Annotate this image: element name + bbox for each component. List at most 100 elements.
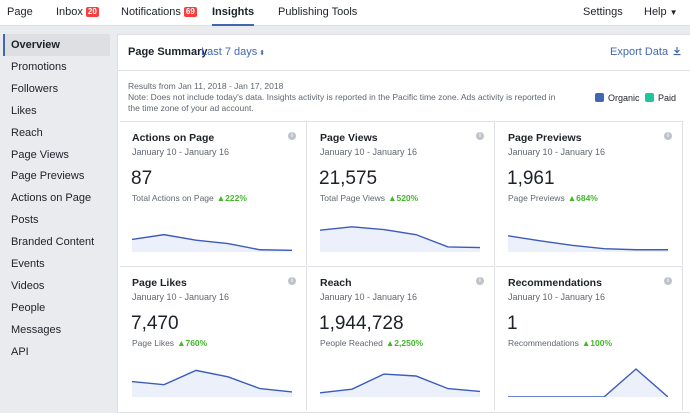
info-icon[interactable]: i [476,132,484,140]
sidebar-item-videos[interactable]: Videos [11,279,45,292]
sidebar-item-actions-on-page[interactable]: Actions on Page [11,192,92,205]
info-icon[interactable]: i [664,132,672,140]
card-date-range: January 10 - January 16 [508,292,606,302]
trend-sparkline [508,235,668,252]
inbox-count-badge: 20 [85,7,99,17]
card-subtitle-label: Page Likes [132,338,175,348]
card-subtitle: Page Likes ▲760% [132,338,207,348]
trend-line [320,226,480,249]
results-range: Results from Jan 11, 2018 - Jan 17, 2018 [128,81,284,91]
card-change-badge: ▲684% [567,193,598,203]
tab-page[interactable]: Page [7,6,33,18]
sidebar-item-page-views[interactable]: Page Views [11,148,69,161]
legend-organic: Organic [595,93,640,103]
sidebar-item-events[interactable]: Events [11,258,45,270]
sidebar-item-posts[interactable]: Posts [11,214,39,227]
trend-area [132,234,292,252]
card-date-range: January 10 - January 16 [132,292,230,302]
card-date-range: January 10 - January 16 [132,147,230,157]
sidebar-item-likes[interactable]: Likes [11,104,37,117]
card-value: 1,961 [507,168,555,189]
period-selector[interactable]: Last 7 days ⬍ [201,46,265,58]
info-icon[interactable]: i [288,132,296,140]
card-change-badge: ▲100% [581,338,613,348]
card-date-range: January 10 - January 16 [320,292,418,302]
sidebar-item-promotions[interactable]: Promotions [11,60,67,73]
help-label: Help [644,6,667,18]
card-title: Page Views [320,132,378,144]
card-date-range: January 10 - January 16 [508,147,606,157]
export-data-button[interactable]: Export Data [610,46,682,58]
trend-line [320,373,480,394]
info-icon[interactable]: i [288,277,296,285]
trend-sparkline [508,368,668,397]
trend-line [132,369,292,393]
page-summary-panel: Page Summary Last 7 days ⬍ Export Data Re… [117,34,690,413]
paid-swatch [645,93,654,102]
card-value: 7,470 [131,313,179,334]
sidebar-item-branded-content[interactable]: Branded Content [11,236,95,249]
card-title: Page Likes [132,277,187,289]
summary-header: Page Summary Last 7 days ⬍ Export Data [118,35,690,71]
trend-area [320,226,480,252]
card-subtitle-label: Total Page Views [320,193,386,203]
card-value: 87 [131,168,153,189]
sidebar-item-overview[interactable]: Overview [3,34,110,56]
sidebar-item-page-previews[interactable]: Page Previews [11,170,85,183]
trend-line [508,368,668,397]
tab-notifications-label: Notifications [121,6,181,18]
sidebar-item-reach[interactable]: Reach [11,126,43,139]
tab-inbox[interactable]: Inbox 20 [56,0,99,26]
download-icon [673,47,681,56]
metric-card-page-views[interactable]: Page Views i January 10 - January 16 21,575… [308,121,495,265]
trend-area [320,374,480,397]
page-title: Page Summary [128,46,208,58]
sidebar-item-people[interactable]: People [11,301,46,314]
sidebar-item-followers[interactable]: Followers [11,82,59,95]
organic-swatch [595,93,604,102]
sidebar: Overview Promotions Followers Likes Reach Pag… [0,26,117,413]
settings-link[interactable]: Settings [583,6,623,18]
sidebar-item-api[interactable]: API [11,345,29,358]
trend-area [508,369,668,397]
card-title: Recommendations [508,277,602,289]
export-label: Export Data [610,46,669,58]
card-change-badge: ▲520% [388,193,419,203]
trend-line [508,235,668,251]
trend-area [132,370,292,397]
metric-card-page-likes[interactable]: Page Likes i January 10 - January 16 7,470 P… [120,266,307,410]
metric-card-actions-on-page[interactable]: Actions on Page i January 10 - January 16 8… [120,121,307,265]
card-change-badge: ▲2,250% [385,338,424,348]
card-subtitle: Total Page Views ▲520% [320,193,418,203]
card-value: 1 [507,313,518,334]
tab-insights[interactable]: Insights [212,0,255,26]
legend-paid: Paid [645,93,676,103]
card-subtitle: Page Previews ▲684% [508,193,598,203]
card-value: 21,575 [319,168,378,189]
tab-notifications[interactable]: Notifications 69 [121,0,197,26]
tab-publishing-tools[interactable]: Publishing Tools [278,6,358,18]
legend-organic-label: Organic [608,93,640,103]
trend-area [508,235,668,252]
help-menu[interactable]: Help ▼ [644,0,678,26]
card-subtitle: Recommendations ▲100% [508,338,612,348]
top-navigation: Page Inbox 20 Notifications 69 Insights Pu… [0,0,690,26]
metric-card-reach[interactable]: Reach i January 10 - January 16 1,944,728 Pe… [308,266,495,410]
card-subtitle: People Reached ▲2,250% [320,338,423,348]
sidebar-item-messages[interactable]: Messages [11,323,62,336]
card-subtitle-label: People Reached [320,338,383,348]
card-subtitle-label: Page Previews [508,193,565,203]
info-icon[interactable]: i [664,277,672,285]
card-change-badge: ▲222% [216,193,247,203]
tab-inbox-label: Inbox [56,6,83,18]
timezone-note: Note: Does not include today's data. Ins… [128,92,556,113]
sort-arrows-icon: ⬍ [259,50,266,57]
card-title: Page Previews [508,132,582,144]
metric-card-page-previews[interactable]: Page Previews i January 10 - January 16 1,9… [496,121,683,265]
info-icon[interactable]: i [476,277,484,285]
card-title: Reach [320,277,352,289]
trend-sparkline [132,369,292,397]
legend-paid-label: Paid [658,93,677,103]
metric-card-recommendations[interactable]: Recommendations i January 10 - January 16 1… [496,266,683,410]
card-subtitle: Total Actions on Page ▲222% [132,193,247,203]
